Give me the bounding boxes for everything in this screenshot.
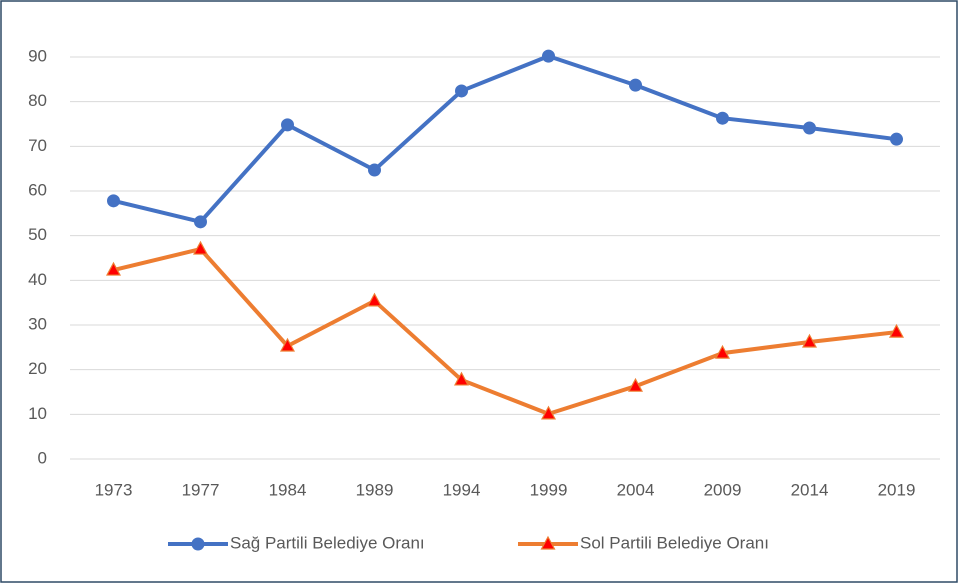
x-tick-label: 1977 xyxy=(182,480,220,499)
marker xyxy=(714,344,731,359)
marker xyxy=(890,132,903,146)
marker xyxy=(191,537,205,551)
marker xyxy=(192,240,209,255)
marker xyxy=(540,535,556,550)
x-tick-label: 1989 xyxy=(356,480,394,499)
marker xyxy=(366,292,383,307)
y-tick-label: 20 xyxy=(28,359,47,378)
series-line xyxy=(111,54,899,224)
y-tick-label: 80 xyxy=(28,91,47,110)
x-tick-label: 1999 xyxy=(530,480,568,499)
y-tick-label: 40 xyxy=(28,270,47,289)
marker xyxy=(105,261,122,276)
marker xyxy=(629,78,642,92)
marker xyxy=(455,84,468,98)
marker xyxy=(801,333,818,348)
y-tick-label: 60 xyxy=(28,180,47,199)
x-tick-label: 1973 xyxy=(95,480,133,499)
x-tick-label: 1984 xyxy=(269,480,307,499)
marker xyxy=(542,49,555,63)
marker xyxy=(453,371,470,386)
y-tick-label: 10 xyxy=(28,404,47,423)
x-tick-label: 2019 xyxy=(878,480,916,499)
marker xyxy=(281,118,294,132)
x-tick-label: 2014 xyxy=(791,480,829,499)
legend-label: Sol Partili Belediye Oranı xyxy=(580,533,769,552)
marker xyxy=(194,215,207,229)
marker xyxy=(540,405,557,420)
series-line xyxy=(111,247,899,416)
marker xyxy=(279,337,296,352)
y-tick-label: 50 xyxy=(28,225,47,244)
marker xyxy=(888,323,905,338)
x-tick-label: 1994 xyxy=(443,480,481,499)
y-tick-label: 70 xyxy=(28,136,47,155)
marker xyxy=(368,163,381,177)
legend-label: Sağ Partili Belediye Oranı xyxy=(230,533,425,552)
y-tick-label: 90 xyxy=(28,46,47,65)
marker xyxy=(107,194,120,208)
marker xyxy=(716,111,729,125)
y-tick-label: 30 xyxy=(28,314,47,333)
x-tick-label: 2009 xyxy=(704,480,742,499)
x-tick-label: 2004 xyxy=(617,480,655,499)
marker xyxy=(627,377,644,392)
marker xyxy=(803,121,816,135)
y-tick-label: 0 xyxy=(38,448,47,467)
